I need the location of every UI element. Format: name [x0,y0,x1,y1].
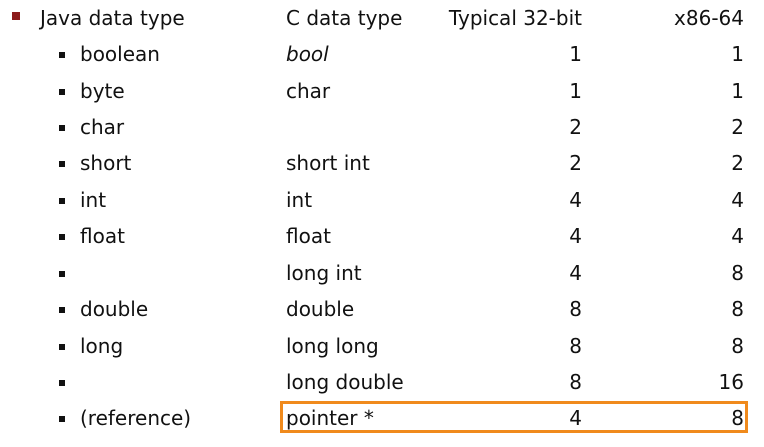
c-type-cell: int [286,188,313,212]
java-type-cell: long [80,334,124,358]
bullet-icon [59,198,65,204]
bullet-icon [59,344,65,350]
size-x86-64-cell: 4 [731,224,744,248]
java-type-cell: double [80,297,149,321]
size-32-bit-cell: 4 [569,188,582,212]
bullet-icon [59,52,65,58]
java-type-cell: (reference) [80,406,192,430]
table-row: long int 4 8 [0,256,764,290]
table-row: short short int 2 2 [0,146,764,180]
table-row: long long long 8 8 [0,329,764,363]
size-x86-64-cell: 16 [718,370,744,394]
table-row: double double 8 8 [0,292,764,326]
size-32-bit-cell: 4 [569,224,582,248]
table-row: byte char 1 1 [0,74,764,108]
size-32-bit-cell: 2 [569,115,582,139]
size-32-bit-cell: 4 [569,261,582,285]
bullet-icon [59,234,65,240]
bullet-icon [59,161,65,167]
header-c-data-type: C data type [286,6,403,30]
size-x86-64-cell: 8 [731,261,744,285]
java-type-cell: byte [80,79,125,103]
table-row: (reference) pointer * 4 8 [0,401,764,435]
size-32-bit-cell: 1 [569,42,582,66]
c-type-cell: long double [286,370,404,394]
bullet-icon [59,380,65,386]
java-type-cell: boolean [80,42,160,66]
header-x86-64: x86-64 [674,6,744,30]
c-type-cell: bool [286,42,329,66]
java-type-cell: float [80,224,125,248]
size-x86-64-cell: 4 [731,188,744,212]
java-type-cell: int [80,188,107,212]
size-x86-64-cell: 8 [731,334,744,358]
bullet-icon [59,271,65,277]
table-row: char 2 2 [0,110,764,144]
c-type-cell: pointer * [286,406,374,430]
bullet-icon [59,416,65,422]
bullet-icon [59,125,65,131]
size-32-bit-cell: 4 [569,406,582,430]
table-row: long double 8 16 [0,365,764,399]
size-x86-64-cell: 1 [731,42,744,66]
size-x86-64-cell: 8 [731,297,744,321]
size-32-bit-cell: 8 [569,297,582,321]
header-typical-32-bit: Typical 32-bit [448,6,582,30]
size-32-bit-cell: 1 [569,79,582,103]
size-32-bit-cell: 2 [569,151,582,175]
size-32-bit-cell: 8 [569,370,582,394]
header-bullet-icon [12,12,20,20]
table-row: float float 4 4 [0,219,764,253]
c-type-cell: char [286,79,331,103]
bullet-icon [59,89,65,95]
c-type-cell: short int [286,151,370,175]
table-row: int int 4 4 [0,183,764,217]
size-x86-64-cell: 1 [731,79,744,103]
c-type-cell: float [286,224,331,248]
c-type-cell: long long [286,334,379,358]
java-type-cell: char [80,115,125,139]
c-type-cell: double [286,297,355,321]
table-header: Java data type C data type Typical 32-bi… [0,1,764,35]
java-type-cell: short [80,151,132,175]
size-x86-64-cell: 2 [731,115,744,139]
c-type-cell: long int [286,261,362,285]
bullet-icon [59,307,65,313]
pointer-highlight-box [280,401,748,433]
size-x86-64-cell: 2 [731,151,744,175]
header-java-data-type: Java data type [40,6,185,30]
size-x86-64-cell: 8 [731,406,744,430]
size-32-bit-cell: 8 [569,334,582,358]
table-row: boolean bool 1 1 [0,37,764,71]
